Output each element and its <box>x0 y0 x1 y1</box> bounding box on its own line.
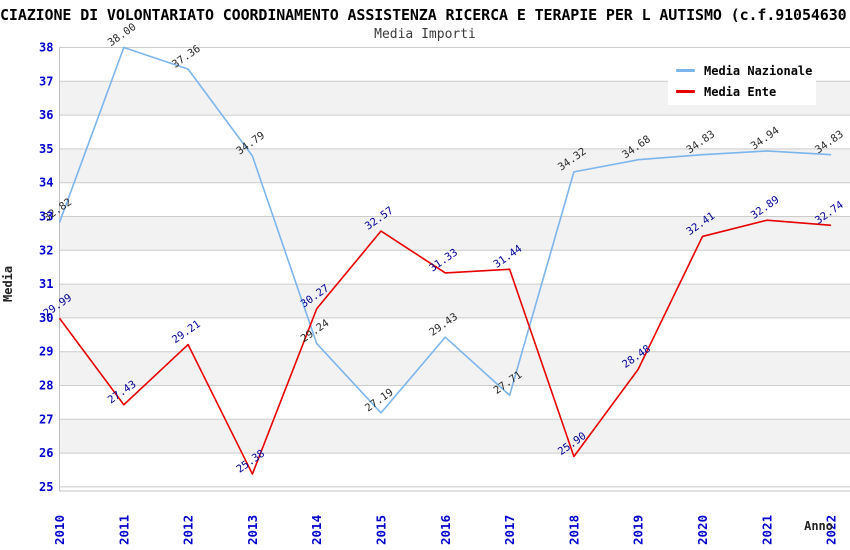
plot-band <box>59 216 850 251</box>
x-tick-label: 2021 <box>759 515 774 545</box>
plot-band <box>59 148 850 183</box>
y-tick-label: 36 <box>39 108 53 122</box>
plot-band <box>59 351 850 386</box>
y-tick-label: 30 <box>39 311 53 325</box>
y-tick-label: 35 <box>39 142 53 156</box>
legend-label: Media Nazionale <box>704 63 813 78</box>
plot-band <box>59 250 850 285</box>
y-tick-label: 38 <box>39 41 53 55</box>
chart-legend: Media Nazionale Media Ente <box>668 57 816 105</box>
x-tick-label: 2017 <box>502 515 517 545</box>
x-tick-label: 2022 <box>824 515 839 545</box>
x-tick-label: 2018 <box>566 515 581 545</box>
y-tick-label: 28 <box>39 379 53 393</box>
x-tick-label: 2011 <box>116 515 131 545</box>
x-tick-label: 2010 <box>52 515 67 545</box>
y-tick-label: 27 <box>39 412 53 426</box>
y-tick-label: 25 <box>39 480 53 494</box>
x-tick-label: 2014 <box>309 515 324 545</box>
plot-band <box>59 385 850 420</box>
y-tick-label: 34 <box>39 176 53 190</box>
chart-subtitle: Media Importi <box>374 27 476 42</box>
plot-band <box>59 419 850 454</box>
x-tick-label: 2015 <box>374 515 389 545</box>
series-line-media-ente <box>58 219 832 475</box>
x-tick-label: 2019 <box>631 515 646 545</box>
plot-band <box>59 453 850 487</box>
y-tick-label: 31 <box>39 277 53 291</box>
x-axis-title: Anno <box>804 519 833 533</box>
legend-item-media-nazionale: Media Nazionale <box>668 60 816 81</box>
y-axis-title: Media <box>1 265 15 302</box>
legend-label: Media Ente <box>704 84 777 99</box>
y-tick-label: 33 <box>39 210 53 224</box>
y-tick-label: 26 <box>39 446 53 460</box>
x-tick-label: 2013 <box>245 515 260 545</box>
legend-line-marker-icon <box>676 69 695 72</box>
legend-item-media-ente: Media Ente <box>668 81 816 102</box>
x-tick-label: 2016 <box>438 515 453 545</box>
plot-band <box>59 284 850 318</box>
page-title: CIAZIONE DI VOLONTARIATO COORDINAMENTO A… <box>0 6 847 24</box>
y-tick-label: 29 <box>39 345 53 359</box>
x-tick-label: 2020 <box>695 515 710 545</box>
y-tick-label: 32 <box>39 243 53 257</box>
x-tick-label: 2012 <box>181 515 196 545</box>
series-line-media-nazionale <box>58 46 832 414</box>
y-tick-label: 37 <box>39 74 53 88</box>
legend-line-marker-icon <box>676 90 695 93</box>
plot-band <box>59 115 850 149</box>
plot-band <box>59 182 850 217</box>
